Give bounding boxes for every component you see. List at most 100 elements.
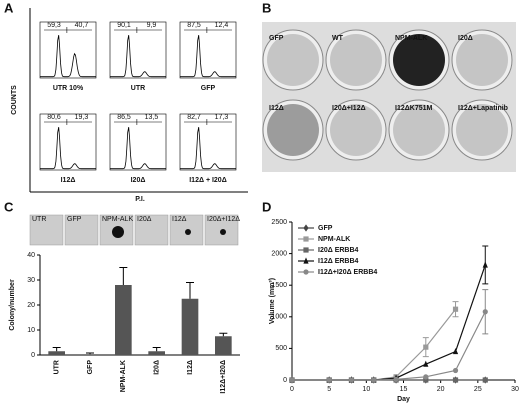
y-axis-label: Volume (mm³): [269, 278, 276, 324]
plate-label: GFP: [269, 35, 284, 42]
x-tick-label: 10: [362, 386, 370, 393]
marker: [452, 347, 459, 355]
histogram: [180, 127, 236, 170]
error-bar: [52, 347, 61, 352]
gate-label: 9,9: [147, 22, 157, 29]
image-label: I20Δ: [137, 216, 152, 223]
y-tick-label: 1500: [271, 282, 287, 289]
y-tick-label: 1000: [271, 314, 287, 321]
colony: [220, 229, 226, 235]
gate-label: 90,1: [117, 22, 131, 29]
gate-label: 59,3: [47, 22, 61, 29]
legend-label: GFP: [318, 225, 333, 232]
x-tick-label: 5: [327, 386, 331, 393]
x-tick-label: 20: [437, 386, 445, 393]
histogram: [40, 35, 96, 78]
error-bar: [86, 352, 94, 355]
colony: [185, 229, 191, 235]
histogram-frame: [179, 113, 237, 171]
x-tick-label: 25: [474, 386, 482, 393]
plate-label: I20Δ: [458, 35, 473, 42]
legend-label: NPM-ALK: [318, 236, 350, 243]
plate-cells: [267, 34, 319, 86]
x-tick-label: I20Δ: [154, 360, 161, 375]
bar: [48, 351, 65, 355]
gate-label: 80,6: [47, 114, 61, 121]
marker: [423, 377, 429, 383]
y-axis-label: Colony/number: [9, 279, 16, 331]
marker: [371, 377, 377, 383]
x-tick-label: UTR: [54, 360, 61, 374]
histogram-frame: [109, 113, 167, 171]
y-tick-label: 500: [275, 345, 287, 352]
gate-label: 82,7: [187, 114, 201, 121]
marker: [303, 247, 309, 253]
y-tick-label: 2500: [271, 219, 287, 226]
x-tick-label: 30: [511, 386, 519, 393]
histogram-label: GFP: [201, 85, 216, 92]
bar: [81, 354, 99, 355]
marker: [482, 377, 488, 383]
marker: [423, 360, 429, 367]
x-tick-label: I12Δ: [187, 360, 194, 375]
x-tick-label: 0: [290, 386, 294, 393]
marker: [393, 376, 399, 382]
bar: [115, 285, 132, 355]
plate-cells: [330, 104, 382, 156]
y-tick-label: 0: [31, 352, 35, 359]
error-bar: [119, 267, 128, 285]
plate-label: NPM-ALK: [395, 35, 427, 42]
bar: [215, 336, 232, 355]
histogram: [40, 127, 96, 170]
histogram-frame: [39, 21, 97, 79]
panel-letter: B: [262, 0, 271, 15]
gate-label: 17,3: [215, 114, 229, 121]
plate-cells: [267, 104, 319, 156]
marker: [303, 269, 309, 275]
plate-cells: [393, 104, 445, 156]
marker: [303, 257, 309, 264]
marker: [452, 367, 459, 374]
histogram-label: I20Δ: [131, 177, 146, 184]
x-tick-label: GFP: [87, 360, 94, 375]
y-tick-label: 20: [27, 302, 35, 309]
error-bar: [219, 332, 228, 337]
x-tick-label: NPM-ALK: [120, 360, 127, 392]
image-label: NPM-ALK: [102, 216, 133, 223]
marker: [423, 374, 429, 380]
plate-label: WT: [332, 35, 344, 42]
plate-cells: [330, 34, 382, 86]
image-label: GFP: [67, 216, 82, 223]
gate-label: 19,3: [75, 114, 89, 121]
histogram: [180, 35, 236, 78]
series-line: [292, 264, 486, 381]
marker: [452, 306, 459, 312]
colony: [112, 226, 124, 238]
marker: [303, 224, 309, 232]
histogram-label: UTR: [131, 85, 145, 92]
legend-label: I20Δ ERBB4: [318, 247, 359, 254]
bar: [148, 351, 165, 355]
plate-label: I12ΔK751M: [395, 105, 432, 112]
histogram-frame: [39, 113, 97, 171]
marker: [482, 261, 488, 268]
marker: [482, 309, 488, 315]
error-bar: [186, 282, 194, 299]
legend-label: I12Δ+I20Δ ERBB4: [318, 269, 377, 276]
x-tick-label: 15: [400, 386, 408, 393]
x-axis-label: P.I.: [135, 196, 145, 203]
panel-letter: C: [4, 199, 14, 214]
histogram-label: I12Δ + I20Δ: [189, 177, 227, 184]
marker: [326, 377, 332, 383]
plate-label: I20Δ+I12Δ: [332, 105, 366, 112]
gate-label: 87,5: [187, 22, 201, 29]
series-line: [292, 308, 457, 381]
histogram-frame: [179, 21, 237, 79]
histogram: [110, 35, 166, 78]
y-tick-label: 2000: [271, 250, 287, 257]
histogram-label: I12Δ: [61, 177, 76, 184]
bar: [181, 298, 199, 355]
plate-label: I12Δ: [269, 105, 284, 112]
plate-cells: [393, 34, 445, 86]
